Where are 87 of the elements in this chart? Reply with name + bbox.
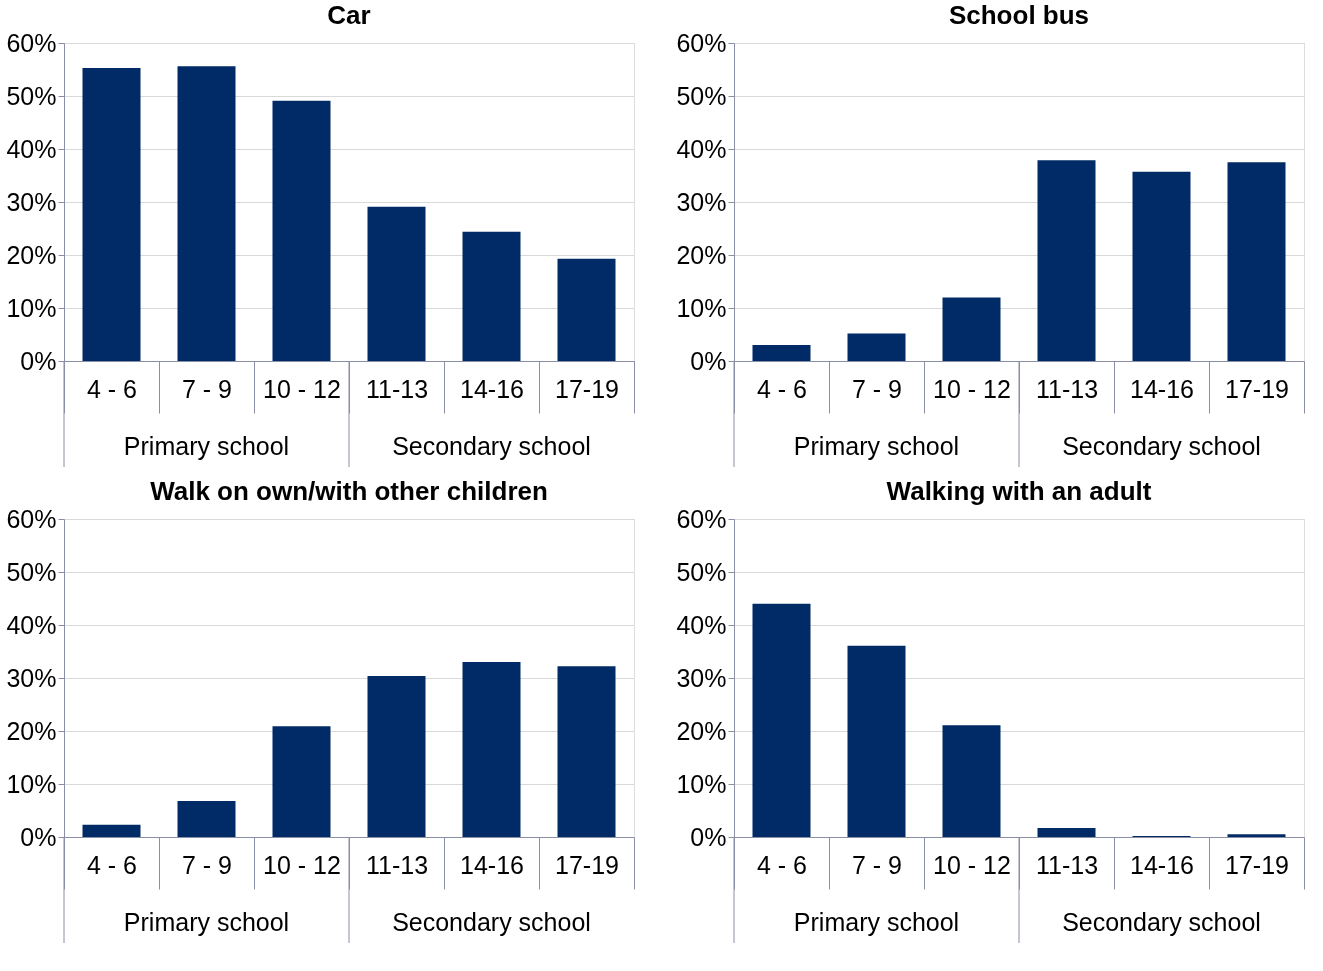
chart-title: Walk on own/with other children — [150, 476, 548, 506]
y-tick-label: 50% — [6, 81, 57, 110]
y-tick-label: 20% — [6, 716, 57, 745]
y-tick-label: 60% — [676, 504, 727, 533]
x-tick-label: 14-16 — [1130, 374, 1194, 403]
bar — [82, 824, 141, 837]
y-tick-label: 40% — [6, 610, 57, 639]
bar — [462, 662, 521, 837]
x-tick-label: 10 - 12 — [263, 850, 341, 879]
bar — [1227, 162, 1286, 361]
y-tick-label: 50% — [676, 557, 727, 586]
y-tick-label: 40% — [676, 610, 727, 639]
chart-title: Walking with an adult — [886, 476, 1152, 506]
bar — [847, 333, 906, 361]
text: Primary school — [123, 432, 290, 460]
y-tick-label: 50% — [676, 81, 727, 110]
y-tick-label: 10% — [6, 769, 57, 798]
x-tick-label: 4 - 6 — [86, 850, 138, 879]
y-tick-label: 20% — [676, 240, 727, 269]
x-tick-label: 10 - 12 — [933, 374, 1011, 403]
bar — [1037, 827, 1096, 837]
y-tick-label: 40% — [676, 134, 727, 163]
y-tick-label: 10% — [676, 293, 727, 322]
bar — [367, 675, 426, 837]
bar — [177, 66, 236, 361]
y-tick-label: 30% — [676, 187, 727, 216]
x-tick-label: 10 - 12 — [263, 374, 341, 403]
text: Primary school — [793, 908, 960, 936]
y-tick-label: 20% — [6, 240, 57, 269]
x-tick-label: 7 - 9 — [181, 850, 233, 879]
y-tick-label: 30% — [6, 187, 57, 216]
x-tick-label: 11-13 — [365, 850, 429, 879]
text: Secondary school — [392, 432, 591, 460]
x-tick-label: 14-16 — [460, 374, 524, 403]
y-tick-label: 0% — [20, 822, 57, 851]
bar — [82, 67, 141, 361]
x-tick-label: 17-19 — [1225, 374, 1289, 403]
y-tick-label: 0% — [690, 346, 727, 375]
x-tick-label: 11-13 — [365, 374, 429, 403]
y-tick-label: 40% — [6, 134, 57, 163]
y-tick-label: 60% — [6, 504, 57, 533]
text: Secondary school — [392, 908, 591, 936]
x-tick-label: 11-13 — [1035, 850, 1099, 879]
bar — [462, 231, 521, 361]
chart-title: School bus — [948, 0, 1090, 30]
bar — [272, 726, 331, 837]
y-tick-label: 30% — [676, 663, 727, 692]
x-tick-label: 4 - 6 — [756, 850, 808, 879]
x-tick-label: 17-19 — [1225, 850, 1289, 879]
text: Primary school — [793, 432, 960, 460]
y-tick-label: 10% — [6, 293, 57, 322]
y-tick-label: 0% — [690, 822, 727, 851]
y-tick-label: 60% — [676, 28, 727, 57]
y-tick-label: 30% — [6, 663, 57, 692]
text: Secondary school — [1062, 908, 1261, 936]
y-tick-label: 10% — [676, 769, 727, 798]
chart-title: Car — [327, 0, 371, 30]
bar — [752, 603, 811, 837]
bar — [272, 100, 331, 361]
x-tick-label: 14-16 — [460, 850, 524, 879]
x-tick-label: 17-19 — [555, 850, 619, 879]
bar — [557, 666, 616, 837]
bar — [752, 345, 811, 361]
x-tick-label: 4 - 6 — [756, 374, 808, 403]
text: Secondary school — [1062, 432, 1261, 460]
bar — [1132, 171, 1191, 361]
y-tick-label: 20% — [676, 716, 727, 745]
y-tick-label: 0% — [20, 346, 57, 375]
bar — [177, 800, 236, 837]
x-tick-label: 10 - 12 — [933, 850, 1011, 879]
x-tick-label: 7 - 9 — [181, 374, 233, 403]
bar — [847, 645, 906, 837]
text: Primary school — [123, 908, 290, 936]
x-tick-label: 11-13 — [1035, 374, 1099, 403]
bar — [1037, 160, 1096, 361]
bar — [557, 258, 616, 361]
bar — [1227, 834, 1286, 837]
x-tick-label: 17-19 — [555, 374, 619, 403]
x-tick-label: 7 - 9 — [851, 850, 903, 879]
bar — [367, 206, 426, 361]
bar — [942, 725, 1001, 837]
y-tick-label: 50% — [6, 557, 57, 586]
x-tick-label: 14-16 — [1130, 850, 1194, 879]
y-tick-label: 60% — [6, 28, 57, 57]
x-tick-label: 4 - 6 — [86, 374, 138, 403]
x-tick-label: 7 - 9 — [851, 374, 903, 403]
bar — [942, 297, 1001, 361]
